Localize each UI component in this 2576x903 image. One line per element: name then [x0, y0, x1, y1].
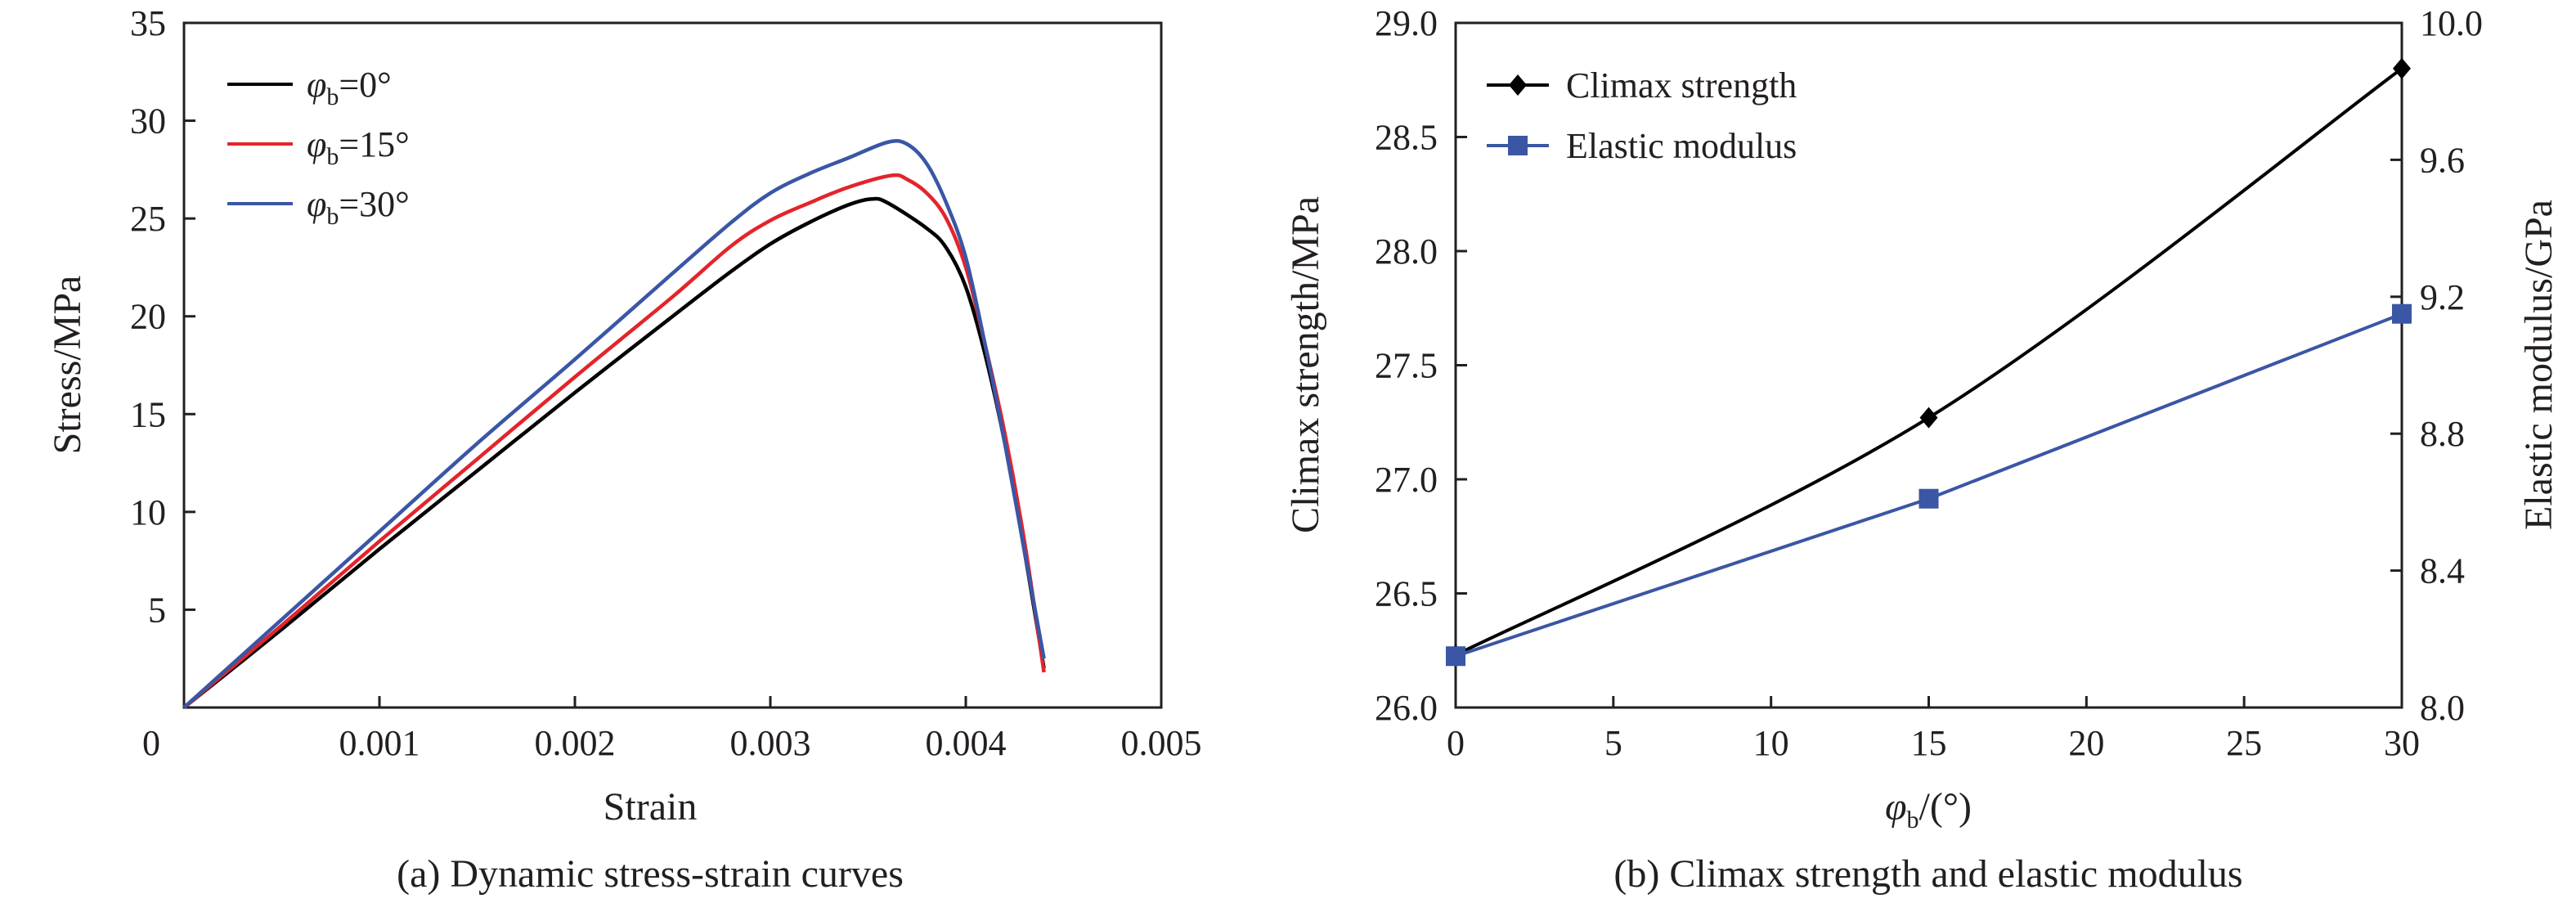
- panel-b-axis-ticks: 0 5 10 15 20 25 30 26.0 26.5 27.0 27.5 28.0 28.5 29.0…: [1375, 3, 2483, 763]
- panel-a-caption: (a) Dynamic stress-strain curves: [397, 852, 904, 896]
- panel-a-axis-ticks: 0 0.001 0.002 0.003 0.004 0.005 5 10 15 20 25 30 35: [130, 3, 1202, 763]
- panel-b-left-tick-label: 29.0: [1375, 3, 1438, 43]
- panel-a-y-tick-label: 5: [148, 590, 166, 630]
- panel-a-x-tick-label: 0.003: [730, 723, 811, 763]
- panel-a-y-tick-label: 15: [130, 394, 166, 434]
- panel-a-legend-symbol: φ: [307, 124, 326, 164]
- panel-a-legend-value: =30°: [339, 184, 409, 224]
- panel-b-right-axis-title: Elastic modulus/GPa: [2517, 200, 2560, 530]
- panel-b-x-axis-title-unit: /(°): [1919, 785, 1972, 829]
- panel-b-left-tick-label: 28.0: [1375, 231, 1438, 272]
- panel-b-legend-label-0: Climax strength: [1566, 65, 1797, 106]
- panel-a-legend: φb=0°φb=15°φb=30°: [227, 65, 410, 230]
- panel-b-right-tick-label: 9.6: [2420, 140, 2465, 180]
- panel-b-x-tick-label: 25: [2226, 723, 2262, 763]
- panel-b-x-tick-label: 20: [2068, 723, 2104, 763]
- panel-a-y-tick-label: 20: [130, 297, 166, 337]
- panel-a-legend-label-0: φb=0°: [307, 65, 392, 110]
- panel-b-right-tick-label: 8.4: [2420, 551, 2465, 591]
- panel-a-x-tick-label: 0: [142, 723, 160, 763]
- panel-a-series-line-0: [182, 196, 1046, 709]
- panel-b-left-tick-label: 28.5: [1375, 118, 1438, 158]
- panel-a-x-tick-label: 0.004: [926, 723, 1007, 763]
- panel-b-x-axis-title-symbol: φ: [1885, 785, 1907, 829]
- panel-a-legend-symbol: φ: [307, 65, 326, 105]
- panel-b-caption: (b) Climax strength and elastic modulus: [1613, 852, 2242, 896]
- panel-b-right-tick-label: 8.0: [2420, 688, 2465, 728]
- panel-b-x-axis-title-subscript: b: [1907, 806, 1919, 833]
- panel-b-right-tick-label: 9.2: [2420, 277, 2465, 317]
- panel-a-legend-subscript: b: [326, 143, 339, 170]
- panel-a-stress-strain-chart: 0 0.001 0.002 0.003 0.004 0.0055101520253035 …: [46, 3, 1202, 896]
- panel-a-plot-frame: [182, 21, 1163, 709]
- panel-a-x-tick-label: 0.001: [339, 723, 420, 763]
- panel-b-right-tick-label: 8.8: [2420, 414, 2465, 454]
- panel-b-strength-modulus-chart: 0 5 10 15 20 25 30 26.0 26.5 27.0 27.5 28.0 28.5 29.0…: [1284, 3, 2560, 896]
- panel-b-left-axis-title: Climax strength/MPa: [1284, 196, 1327, 533]
- panel-b-series-marker-1: [2392, 303, 2412, 324]
- panel-a-legend-label-2: φb=30°: [307, 184, 410, 230]
- panel-a-series: [182, 139, 1046, 709]
- panel-b-x-tick-label: 30: [2384, 723, 2420, 763]
- panel-b-x-axis-title: φb/(°): [1885, 785, 1972, 833]
- panel-a-x-axis-title: Strain: [604, 785, 698, 829]
- panel-b-left-tick-label: 26.5: [1375, 574, 1438, 614]
- panel-b-series-marker-1: [1446, 646, 1465, 667]
- panel-b-x-tick-label: 15: [1911, 723, 1947, 763]
- panel-a-x-tick-label: 0.002: [535, 723, 616, 763]
- panel-b-series-marker-0: [2393, 57, 2411, 79]
- panel-a-y-tick-label: 10: [130, 492, 166, 532]
- panel-b-series-marker-1: [1919, 488, 1939, 509]
- panel-b-legend-marker-1: [1508, 136, 1528, 155]
- panel-b-legend-label-1: Elastic modulus: [1566, 126, 1797, 166]
- panel-b-series: [1446, 57, 2412, 667]
- panel-a-y-tick-label: 35: [130, 3, 166, 43]
- panel-a-y-tick-label: 25: [130, 199, 166, 239]
- panel-a-legend-label-1: φb=15°: [307, 124, 410, 170]
- panel-a-y-tick-label: 30: [130, 101, 166, 142]
- panel-a-series-line-2: [182, 139, 1046, 709]
- panel-b-series-line-1: [1455, 312, 2403, 658]
- panel-b-series-marker-0: [1919, 407, 1938, 429]
- panel-b-x-tick-label: 10: [1753, 723, 1789, 763]
- panel-a-legend-subscript: b: [326, 203, 339, 230]
- panel-b-x-tick-label: 5: [1604, 723, 1622, 763]
- panel-b-legend: Climax strength Elastic modulus: [1487, 65, 1797, 166]
- panel-a-legend-subscript: b: [326, 83, 339, 110]
- panel-b-right-tick-label: 10.0: [2420, 3, 2483, 43]
- panel-b-legend-marker-0: [1509, 74, 1527, 96]
- panel-a-x-tick-label: 0.005: [1121, 723, 1202, 763]
- panel-b-left-tick-label: 27.5: [1375, 346, 1438, 386]
- panel-a-legend-value: =0°: [339, 65, 391, 105]
- panel-a-y-axis-title: Stress/MPa: [46, 276, 89, 455]
- panel-b-left-tick-label: 26.0: [1375, 688, 1438, 728]
- panel-b-left-tick-label: 27.0: [1375, 460, 1438, 500]
- panel-a-legend-value: =15°: [339, 124, 409, 164]
- panel-b-x-tick-label: 0: [1447, 723, 1465, 763]
- panel-a-series-line-1: [182, 173, 1046, 709]
- panel-a-legend-symbol: φ: [307, 184, 326, 224]
